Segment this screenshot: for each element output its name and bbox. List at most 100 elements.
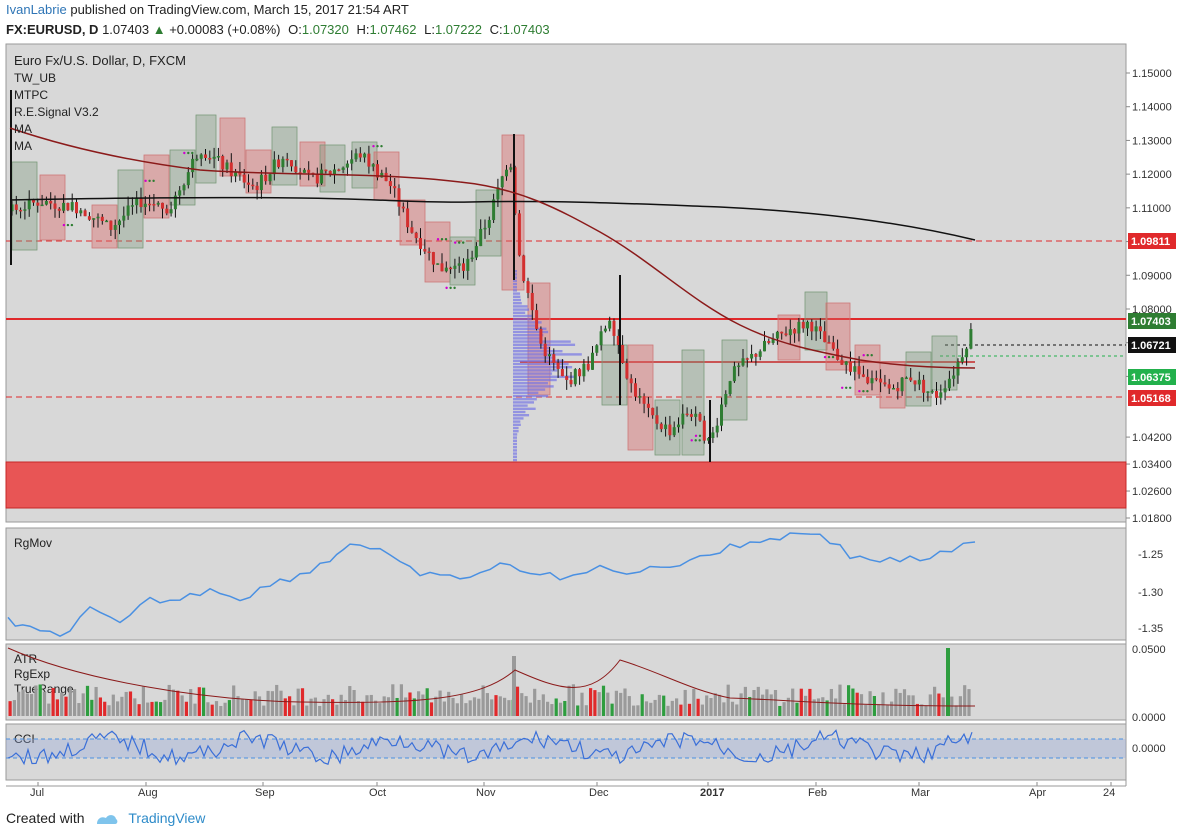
- volume-profile-bar: [513, 378, 557, 382]
- truerange-bar: [47, 703, 51, 716]
- truerange-bar: [614, 690, 618, 716]
- truerange-bar: [171, 689, 176, 716]
- truerange-bar: [51, 688, 55, 716]
- candle-down: [702, 420, 706, 441]
- candle-up: [79, 210, 83, 214]
- range-box: [91, 204, 118, 249]
- candle-down: [238, 171, 242, 175]
- truerange-bar: [584, 705, 588, 716]
- volume-profile-bar: [513, 321, 542, 324]
- truerange-bar: [902, 689, 907, 716]
- tradingview-link[interactable]: TradingView: [128, 810, 206, 826]
- volume-profile-bar: [513, 372, 553, 375]
- truerange-bar: [528, 702, 532, 716]
- signal-dot: [376, 144, 379, 148]
- truerange-bar: [283, 698, 287, 716]
- time-axis-label: Oct: [369, 787, 386, 799]
- candle-down: [840, 359, 844, 365]
- candle-down: [621, 345, 625, 363]
- author-link[interactable]: IvanLabrie: [6, 2, 67, 17]
- cci-title: CCI: [14, 732, 35, 746]
- truerange-bar: [515, 686, 520, 716]
- candle-down: [896, 388, 900, 392]
- close-value: 1.07403: [502, 22, 550, 37]
- truerange-bar: [189, 689, 193, 716]
- truerange-bar: [872, 695, 876, 716]
- main-chart-title: Euro Fx/U.S. Dollar, D, FXCM: [14, 53, 186, 68]
- published-text: published on TradingView.com, March 15, …: [70, 2, 409, 17]
- candle-up: [603, 328, 607, 332]
- candle-down: [229, 162, 233, 177]
- truerange-bar: [816, 698, 821, 716]
- truerange-bar: [601, 685, 606, 716]
- candle-down: [75, 202, 78, 214]
- truerange-bar: [864, 704, 868, 716]
- candle-up: [806, 321, 809, 329]
- volume-profile-bar: [513, 330, 549, 334]
- candle-down: [517, 213, 521, 256]
- candle-up: [341, 167, 345, 170]
- price-tick-label: 1.03400: [1132, 459, 1172, 471]
- price-tick-label: 1.04200: [1132, 432, 1172, 444]
- truerange-bar: [391, 684, 395, 716]
- truerange-bar: [116, 701, 120, 716]
- candle-down: [823, 331, 827, 343]
- truerange-bar: [795, 702, 799, 716]
- cci-line: [7, 729, 973, 766]
- truerange-bar: [227, 700, 231, 716]
- signal-dot: [152, 179, 155, 183]
- time-axis-label: Apr: [1029, 787, 1046, 799]
- candle-up: [453, 265, 457, 269]
- truerange-bar: [808, 688, 812, 716]
- footer: Created with TradingView: [6, 810, 205, 826]
- atr-line: [7, 647, 976, 707]
- candle-up: [500, 176, 504, 188]
- candle-up: [178, 190, 182, 196]
- panel-rg: [5, 527, 1127, 641]
- volume-profile-bar: [513, 362, 569, 366]
- candle-up: [466, 258, 470, 271]
- time-axis-label: Feb: [808, 787, 827, 799]
- candle-down: [431, 252, 435, 265]
- candle-down: [784, 333, 788, 336]
- truerange-bar: [210, 704, 214, 716]
- candle-down: [393, 186, 397, 189]
- price-label-tag: [1128, 390, 1176, 406]
- candle-down: [462, 263, 465, 271]
- truerange-bar: [644, 701, 649, 716]
- signal-dot: [183, 151, 186, 155]
- candle-down: [285, 158, 289, 161]
- candle-up: [728, 381, 732, 394]
- truerange-bar: [206, 702, 210, 716]
- candle-down: [414, 232, 418, 239]
- truerange-bar: [64, 696, 68, 716]
- truerange-bar: [761, 694, 765, 716]
- candle-up: [904, 377, 908, 380]
- truerange-bar: [343, 700, 348, 716]
- candle-up: [96, 216, 100, 219]
- truerange-bar: [946, 648, 950, 716]
- candle-down: [307, 169, 311, 173]
- truerange-bar: [554, 698, 558, 716]
- candle-down: [255, 185, 259, 191]
- truerange-bar: [464, 703, 468, 716]
- truerange-bar: [429, 702, 434, 716]
- candle-up: [268, 174, 272, 182]
- candle-up: [118, 220, 121, 226]
- candle-up: [715, 425, 719, 433]
- signal-dot: [849, 386, 852, 389]
- candle-up: [724, 393, 728, 405]
- truerange-bar: [778, 705, 782, 716]
- candle-up: [371, 164, 375, 167]
- volume-profile-bar: [513, 439, 517, 442]
- volume-profile-bar: [513, 337, 543, 340]
- candle-down: [49, 201, 53, 204]
- truerange-bar: [305, 705, 309, 716]
- truerange-bar: [477, 698, 481, 716]
- candle-down: [689, 414, 693, 417]
- truerange-bar: [791, 688, 795, 716]
- candle-up: [380, 172, 384, 178]
- indicator-label: TW_UB: [14, 71, 56, 85]
- signal-dot: [694, 434, 698, 438]
